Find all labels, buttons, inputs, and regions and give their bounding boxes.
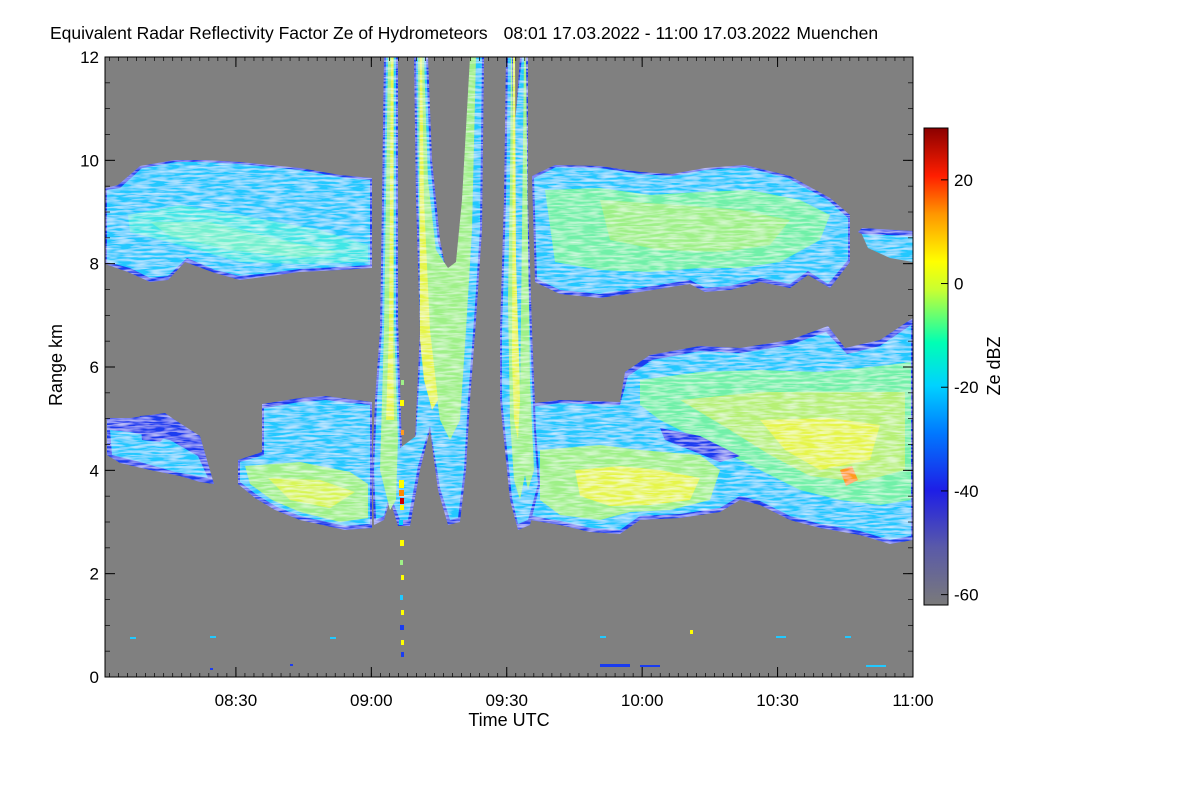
y-tick-label: 0 [90,668,99,687]
ground-clutter [130,630,886,670]
y-tick-label: 12 [80,48,99,67]
x-tick-label: 11:00 [892,691,933,710]
colorbar [923,127,949,606]
x-tick-label: 08:30 [215,691,258,710]
y-tick-label: 10 [80,151,99,170]
colorbar-tick-label: 0 [954,275,963,294]
y-tick-label: 2 [90,565,99,584]
y-tick-label: 8 [90,255,99,274]
colorbar-axis: 20 0 -20 -40 -60 [941,171,979,605]
mid-cloud-layer-late [520,318,913,544]
chart-title: Equivalent Radar Reflectivity Factor Ze … [50,23,878,43]
precip-streak [399,380,404,657]
colorbar-label: Ze dBZ [984,336,1004,395]
x-axis: 08:30 09:00 09:30 10:00 10:30 11:00 [109,57,934,710]
y-tick-label: 6 [90,358,99,377]
colorbar-tick-label: 20 [954,171,973,190]
upper-cloud-layer-early [105,160,372,282]
x-tick-label: 10:00 [621,691,664,710]
colorbar-tick-label: -60 [954,586,979,605]
mid-cloud-layer-early [107,396,372,530]
x-tick-label: 09:30 [485,691,528,710]
y-tick-label: 4 [90,461,99,480]
x-tick-label: 10:30 [756,691,799,710]
y-axis-label: Range km [46,324,66,406]
x-axis-label: Time UTC [468,710,549,730]
echo-layers [105,57,913,670]
x-tick-label: 09:00 [350,691,393,710]
colorbar-tick-label: -40 [954,482,979,501]
y-axis: 0 2 4 6 8 10 12 [80,48,913,687]
vertical-plumes [372,57,540,530]
upper-cloud-layer-late [532,165,913,298]
colorbar-tick-label: -20 [954,378,979,397]
